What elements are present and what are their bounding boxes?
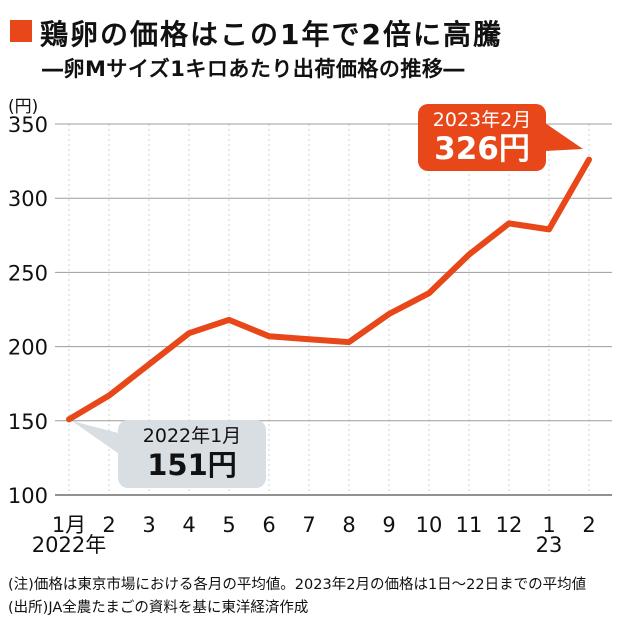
svg-text:5: 5 xyxy=(222,513,235,537)
title-bullet-square-icon xyxy=(10,20,32,42)
y-axis-unit-label: (円) xyxy=(8,97,39,117)
annotation-jan-2022-date: 2022年1月 xyxy=(142,425,242,447)
svg-text:7: 7 xyxy=(302,513,315,537)
svg-text:10: 10 xyxy=(416,513,443,537)
annotation-feb-2023-price: 326円 xyxy=(434,131,530,167)
svg-text:23: 23 xyxy=(536,533,563,557)
svg-text:350: 350 xyxy=(8,113,48,137)
annotation-jan-2022-price: 151円 xyxy=(147,448,237,482)
chart-subtitle: ―卵Mサイズ1キロあたり出荷価格の推移― xyxy=(42,57,465,81)
svg-text:300: 300 xyxy=(8,187,48,211)
annotation-feb-2023: 2023年2月 326円 xyxy=(418,104,546,171)
svg-text:1月: 1月 xyxy=(52,513,86,537)
chart-title: 鶏卵の価格はこの1年で2倍に高騰 xyxy=(40,18,503,51)
annotation-feb-2023-date: 2023年2月 xyxy=(432,109,532,131)
svg-text:12: 12 xyxy=(496,513,523,537)
note-line-1: (注)価格は東京市場における各月の平均値。2023年2月の価格は1日～22日まで… xyxy=(8,577,587,593)
svg-text:11: 11 xyxy=(456,513,483,537)
svg-text:1: 1 xyxy=(542,513,555,537)
svg-text:200: 200 xyxy=(8,336,48,360)
svg-text:4: 4 xyxy=(182,513,195,537)
svg-text:2: 2 xyxy=(102,513,115,537)
svg-text:8: 8 xyxy=(342,513,355,537)
svg-text:100: 100 xyxy=(8,484,48,508)
svg-text:250: 250 xyxy=(8,261,48,285)
svg-text:9: 9 xyxy=(382,513,395,537)
source-notes: (注)価格は東京市場における各月の平均値。2023年2月の価格は1日～22日まで… xyxy=(8,574,586,620)
annotation-jan-2022: 2022年1月 151円 xyxy=(118,420,266,488)
svg-text:2: 2 xyxy=(582,513,595,537)
note-line-2: (出所)JA全農たまごの資料を基に東洋経済作成 xyxy=(8,600,309,616)
svg-text:6: 6 xyxy=(262,513,275,537)
svg-text:3: 3 xyxy=(142,513,155,537)
svg-text:150: 150 xyxy=(8,410,48,434)
svg-text:2022年: 2022年 xyxy=(32,533,106,557)
